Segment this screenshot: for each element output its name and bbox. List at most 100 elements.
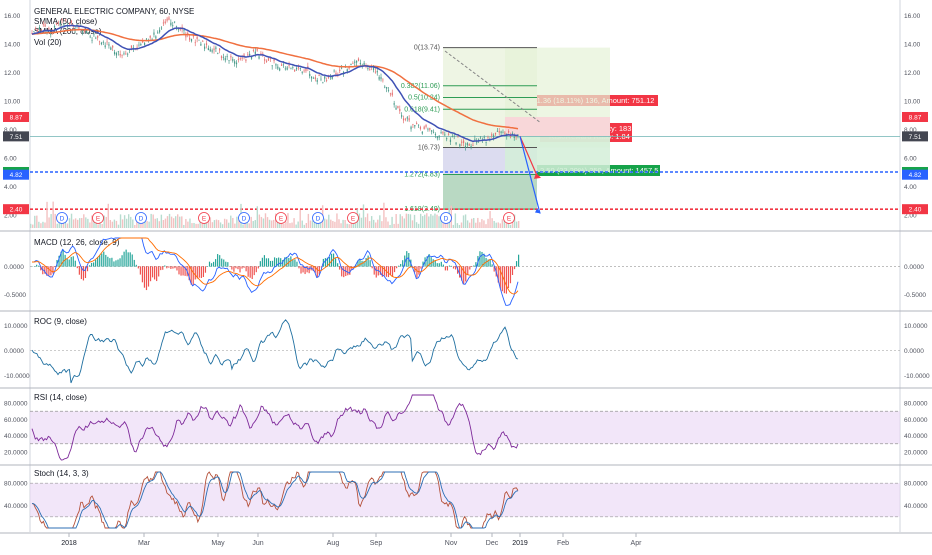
candle-body bbox=[455, 142, 456, 144]
candle-body bbox=[382, 80, 383, 81]
macd-histogram-bar bbox=[490, 259, 491, 267]
volume-bar bbox=[459, 225, 460, 228]
volume-bar bbox=[157, 218, 158, 228]
volume-bar bbox=[289, 223, 290, 228]
volume-bar bbox=[232, 218, 233, 228]
time-axis-label: 2019 bbox=[512, 540, 528, 547]
volume-bar bbox=[38, 222, 39, 228]
volume-bar bbox=[463, 215, 464, 228]
candle-body bbox=[153, 32, 154, 34]
macd-histogram-bar bbox=[89, 265, 90, 266]
macd-histogram-bar bbox=[142, 266, 143, 282]
macd-histogram-bar bbox=[99, 255, 100, 266]
volume-bar bbox=[40, 223, 41, 228]
candle-body bbox=[112, 46, 113, 48]
candle-body bbox=[486, 142, 487, 143]
volume-bar bbox=[383, 203, 384, 228]
candle-body bbox=[422, 132, 423, 134]
volume-bar bbox=[491, 218, 492, 228]
volume-bar bbox=[55, 214, 56, 228]
candle-body bbox=[138, 45, 139, 46]
macd-histogram-bar bbox=[510, 266, 511, 283]
candle-body bbox=[315, 77, 316, 79]
candle-body bbox=[516, 136, 517, 137]
candle-body bbox=[470, 146, 471, 148]
macd-histogram-bar bbox=[146, 266, 147, 290]
macd-histogram-bar bbox=[140, 266, 141, 274]
macd-histogram-bar bbox=[266, 258, 267, 266]
candle-body bbox=[326, 80, 327, 81]
macd-histogram-bar bbox=[182, 266, 183, 275]
candle-body bbox=[242, 58, 243, 59]
candle-body bbox=[54, 26, 55, 27]
time-axis-label: Dec bbox=[486, 540, 499, 547]
price-tick-left: 12.00 bbox=[4, 70, 21, 77]
candle-body bbox=[499, 131, 500, 133]
event-letter: D bbox=[316, 216, 321, 223]
volume-bar bbox=[498, 222, 499, 228]
candle-body bbox=[354, 62, 355, 63]
price-tag-left-text: 8.87 bbox=[10, 114, 23, 121]
volume-bar bbox=[332, 221, 333, 228]
candle-body bbox=[180, 29, 181, 30]
candle-body bbox=[58, 22, 59, 23]
candle-body bbox=[212, 50, 213, 52]
macd-histogram-bar bbox=[67, 259, 68, 267]
volume-bar bbox=[153, 214, 154, 228]
macd-histogram-bar bbox=[294, 259, 295, 266]
macd-histogram-bar bbox=[103, 252, 104, 267]
macd-histogram-bar bbox=[453, 266, 454, 268]
candle-body bbox=[176, 26, 177, 27]
candle-body bbox=[395, 108, 396, 110]
indicator-tick-left: 80.0000 bbox=[4, 401, 28, 408]
volume-bar bbox=[230, 216, 231, 228]
indicator-tick-left: 60.0000 bbox=[4, 417, 28, 424]
macd-histogram-bar bbox=[264, 255, 265, 267]
volume-bar bbox=[30, 224, 31, 228]
candle-body bbox=[384, 87, 385, 88]
macd-histogram-bar bbox=[79, 266, 80, 274]
candle-body bbox=[294, 69, 295, 71]
volume-bar bbox=[422, 216, 423, 228]
macd-histogram-bar bbox=[463, 266, 464, 284]
volume-bar bbox=[377, 220, 378, 228]
candle-body bbox=[150, 36, 151, 38]
macd-histogram-bar bbox=[77, 266, 78, 268]
candle-body bbox=[465, 146, 466, 148]
volume-bar bbox=[265, 213, 266, 228]
candle-body bbox=[234, 61, 235, 63]
candle-body bbox=[412, 124, 413, 125]
volume-bar bbox=[128, 214, 129, 228]
macd-histogram-bar bbox=[329, 257, 330, 267]
macd-histogram-bar bbox=[52, 266, 53, 273]
macd-histogram-bar bbox=[233, 266, 234, 271]
volume-bar bbox=[361, 218, 362, 228]
candle-body bbox=[375, 72, 376, 73]
macd-histogram-bar bbox=[339, 266, 340, 269]
price-tag-right-text: 7.51 bbox=[909, 134, 922, 141]
candle-body bbox=[386, 87, 387, 89]
volume-bar bbox=[236, 217, 237, 228]
candle-body bbox=[433, 132, 434, 133]
macd-histogram-bar bbox=[134, 260, 135, 267]
volume-bar bbox=[467, 220, 468, 228]
macd-histogram-bar bbox=[221, 259, 222, 267]
indicator-tick-left: 10.0000 bbox=[4, 323, 28, 330]
macd-histogram-bar bbox=[392, 266, 393, 276]
candle-body bbox=[236, 63, 237, 65]
macd-histogram-bar bbox=[272, 261, 273, 267]
candle-body bbox=[290, 68, 291, 69]
volume-bar bbox=[101, 224, 102, 228]
candle-body bbox=[90, 37, 91, 38]
volume-bar bbox=[483, 220, 484, 228]
volume-bar bbox=[36, 216, 37, 228]
macd-histogram-bar bbox=[481, 252, 482, 267]
macd-histogram-bar bbox=[65, 255, 66, 267]
candle-body bbox=[401, 115, 402, 117]
candle-body bbox=[425, 125, 426, 127]
macd-histogram-bar bbox=[97, 257, 98, 267]
candle-body bbox=[420, 127, 421, 129]
volume-bar bbox=[369, 221, 370, 228]
candle-body bbox=[352, 63, 353, 64]
candle-body bbox=[403, 118, 404, 120]
